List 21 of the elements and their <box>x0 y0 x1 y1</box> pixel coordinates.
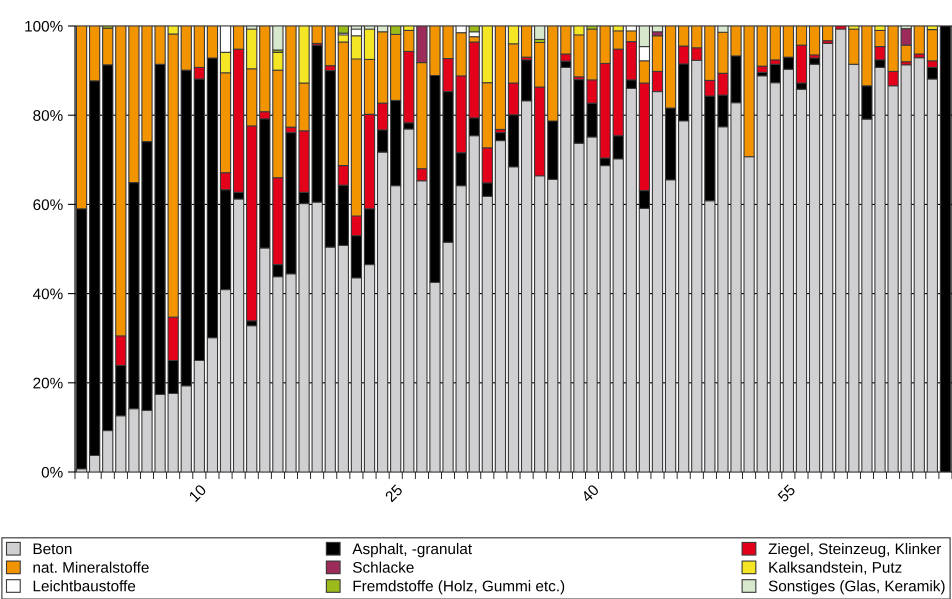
legend-label: Kalksandstein, Putz <box>769 562 902 575</box>
y-tick-label: 100% <box>25 20 63 32</box>
legend-label: Beton <box>34 544 72 554</box>
bar <box>652 26 664 32</box>
y-tick-label: 20% <box>33 378 63 388</box>
y-tick-label: 0% <box>42 466 63 478</box>
y-tick-label: 40% <box>32 288 63 300</box>
y-tick-label: 80% <box>33 110 63 121</box>
legend-label: nat. Mineralstoffe <box>33 562 149 573</box>
legend-label: Leichtbaustoffe <box>34 580 136 592</box>
legend-label: Schlacke <box>353 562 414 573</box>
x-tick-label: 55 <box>777 484 796 503</box>
x-tick-label: 40 <box>580 484 600 503</box>
legend-label: Sonstiges (Glas, Keramik) <box>768 580 945 594</box>
y-tick-label: 60% <box>33 199 63 210</box>
x-tick-label: 10 <box>188 484 207 502</box>
legend-label: Asphalt, -granulat <box>352 542 472 558</box>
bar <box>808 26 820 56</box>
legend-label: Fremdstoffe (Holz, Gummi etc.) <box>354 580 564 594</box>
legend-label: Ziegel, Steinzeug, Klinker <box>768 542 942 558</box>
x-tick-label: 25 <box>384 484 404 503</box>
